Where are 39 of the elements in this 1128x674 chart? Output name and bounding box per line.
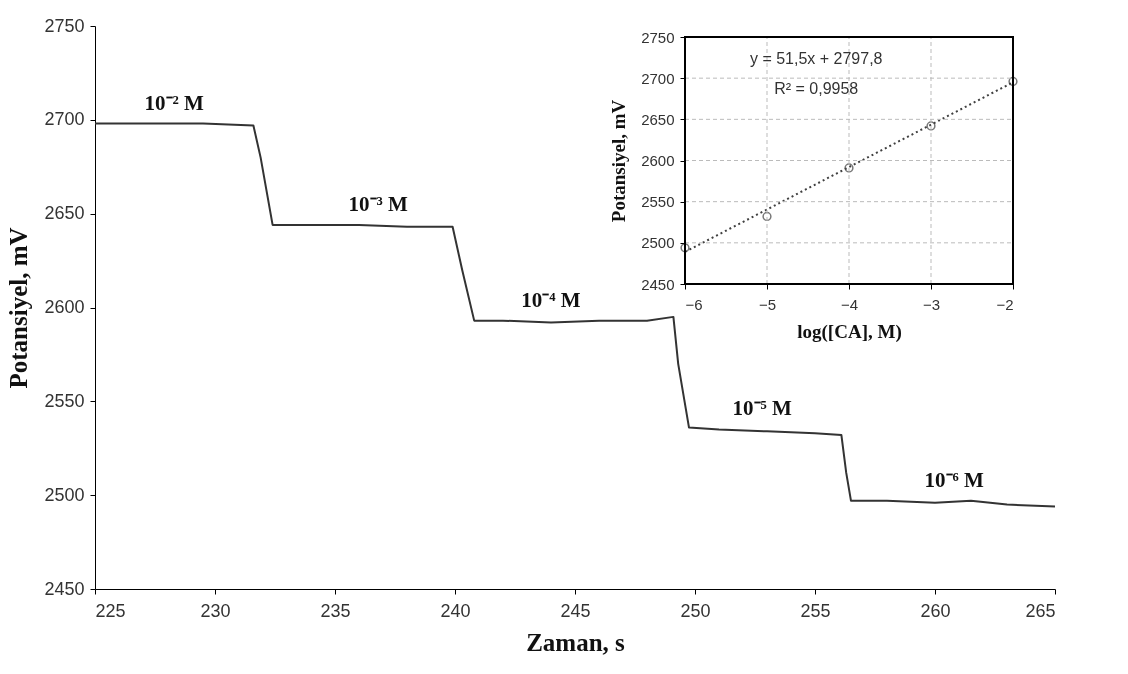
x-tick-label: −2 [996, 295, 1014, 313]
x-tick-label: 225 [95, 600, 126, 621]
annotation: R² = 0,9958 [774, 80, 859, 97]
y-axis-title: Potansiyel, mV [608, 99, 630, 223]
x-tick-label: −6 [685, 295, 703, 313]
y-tick-label: 2650 [44, 203, 85, 224]
x-tick-label: 250 [680, 600, 711, 621]
y-tick-label: 2450 [641, 275, 675, 293]
y-tick-label: 2650 [641, 110, 675, 128]
annotation: 10⁻⁵ M [732, 396, 793, 421]
y-tick-label: 2750 [44, 15, 85, 36]
x-tick-label: 235 [320, 600, 351, 621]
annotation: y = 51,5x + 2797,8 [749, 50, 883, 67]
x-tick-label: 240 [440, 600, 471, 621]
x-tick-label: −5 [758, 295, 777, 313]
y-tick-label: 2550 [44, 390, 85, 411]
y-tick-label: 2700 [641, 69, 675, 87]
x-tick-label: 255 [800, 600, 831, 621]
annotation: 10⁻³ M [348, 191, 409, 216]
x-tick-label: 245 [560, 600, 591, 621]
annotation: 10⁻⁴ M [521, 287, 581, 312]
x-tick-label: −3 [922, 295, 941, 313]
y-tick-label: 2450 [44, 578, 85, 599]
y-axis-title: Potansiyel, mV [5, 227, 33, 389]
y-tick-label: 2500 [44, 484, 85, 505]
y-tick-label: 2500 [641, 234, 675, 252]
x-axis-title: log([CA], M) [797, 320, 902, 343]
x-tick-label: −4 [840, 295, 859, 313]
annotation: 10⁻⁶ M [924, 467, 985, 492]
x-tick-label: 230 [200, 600, 231, 621]
annotation: 10⁻² M [144, 90, 205, 115]
y-tick-label: 2700 [44, 109, 85, 130]
y-tick-label: 2750 [641, 28, 675, 46]
x-axis-title: Zaman, s [526, 628, 626, 656]
y-tick-label: 2600 [641, 152, 675, 169]
y-tick-label: 2600 [44, 297, 85, 317]
x-tick-label: 265 [1025, 600, 1056, 621]
x-tick-label: 260 [920, 600, 951, 621]
y-tick-label: 2550 [641, 193, 675, 211]
